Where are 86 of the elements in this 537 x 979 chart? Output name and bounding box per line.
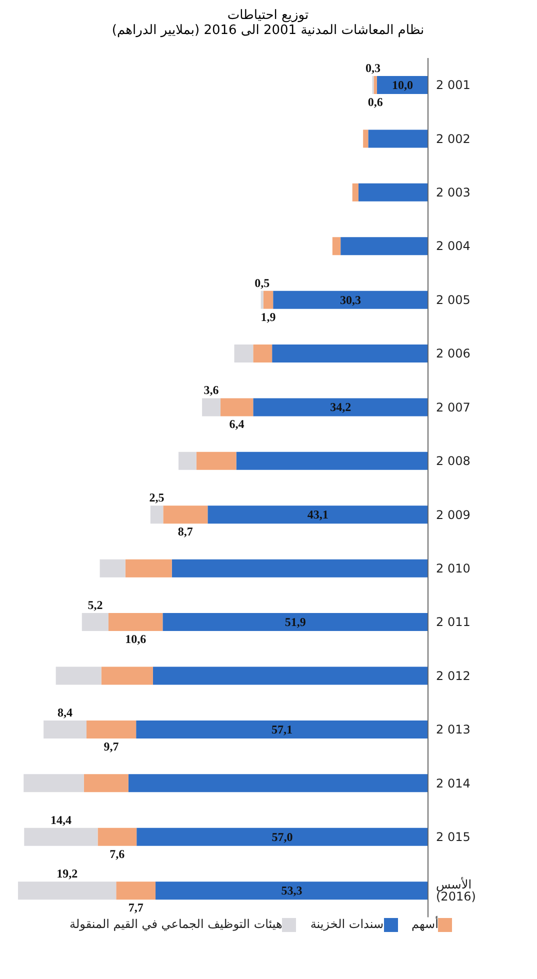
- bar: [260, 290, 264, 309]
- legend-label: هيئات التوظيف الجماعي في القيم المنقولة: [70, 917, 282, 932]
- data-label: 9,7: [104, 739, 119, 754]
- chart-title: توزيع احتياطات نظام المعاشات المدنية 2001 الى 2016 (بملايير الدراهم): [110, 8, 426, 38]
- data-label: 51,9: [284, 615, 306, 630]
- bar: [108, 613, 163, 632]
- bar: [202, 398, 220, 416]
- y-tick-label: 2 013: [436, 722, 470, 737]
- y-tick-label: 2 006: [436, 346, 470, 361]
- bar: [208, 506, 428, 524]
- bar: [340, 237, 428, 256]
- y-tick-label: 2 002: [436, 132, 470, 146]
- data-label: 19,2: [56, 866, 78, 881]
- data-label: 10,6: [125, 632, 146, 646]
- bar: [98, 828, 137, 846]
- bar: [196, 452, 236, 470]
- bar: [136, 828, 428, 846]
- bar: [150, 506, 164, 524]
- y-tick-label: 2 015: [436, 830, 470, 844]
- data-label: 53,3: [281, 884, 302, 898]
- data-label: 43,1: [307, 508, 328, 522]
- bar: [332, 237, 341, 256]
- data-label: 57,1: [272, 722, 293, 736]
- legend-label: أسهم: [412, 917, 438, 932]
- bar: [24, 774, 84, 792]
- bar: [253, 344, 272, 363]
- bar: [352, 183, 358, 202]
- bar: [116, 882, 156, 900]
- bar: [363, 130, 368, 148]
- bar: [236, 452, 428, 470]
- data-label: 30,3: [340, 292, 362, 307]
- bar: [24, 828, 98, 846]
- bar: [273, 290, 428, 309]
- bar: [172, 559, 428, 578]
- bar: [152, 666, 428, 685]
- y-tick-label: 2 001: [436, 78, 470, 92]
- data-label: 7,7: [128, 900, 144, 915]
- data-label: 2,5: [149, 490, 164, 505]
- bar: [368, 130, 428, 148]
- data-label: 57,0: [272, 830, 293, 844]
- bar: [234, 344, 254, 363]
- bar: [374, 76, 377, 94]
- data-label: 5,2: [88, 598, 103, 612]
- bar: [125, 559, 172, 578]
- bar: [56, 666, 102, 685]
- data-label: 3,6: [204, 383, 219, 398]
- y-tick-label: 2 009: [436, 508, 470, 522]
- y-tick-label: 2 005: [436, 292, 470, 307]
- data-label: 0,5: [254, 276, 270, 290]
- data-label: 10,0: [392, 78, 413, 92]
- y-tick-label: 2 014: [436, 776, 470, 790]
- data-label: 0,3: [366, 61, 381, 75]
- data-label: 6,4: [229, 417, 244, 432]
- bar: [272, 344, 428, 363]
- y-tick-label: 2 010: [436, 561, 470, 576]
- bar: [86, 720, 136, 738]
- legend-label: سندات الخزينة: [310, 917, 384, 932]
- y-tick-label: 2 004: [436, 239, 470, 254]
- y-tick-label: 2 008: [436, 454, 470, 468]
- y-tick-label: 2 011: [436, 615, 470, 630]
- bar: [220, 398, 254, 416]
- bar: [156, 882, 428, 900]
- data-label: 0,6: [368, 95, 383, 109]
- bar: [358, 183, 428, 202]
- data-label: 8,7: [178, 524, 193, 539]
- y-tick-label: 2 003: [436, 186, 470, 200]
- bar: [82, 613, 108, 632]
- bar: [253, 398, 428, 416]
- bar: [18, 882, 116, 900]
- bar: [100, 559, 126, 578]
- bar: [136, 720, 428, 738]
- bar: [162, 613, 428, 632]
- y-tick-label: 2 007: [436, 400, 470, 414]
- data-label: 7,6: [110, 846, 125, 861]
- bar: [163, 506, 208, 524]
- data-label: 34,2: [330, 400, 352, 414]
- bar: [84, 774, 128, 792]
- bar: [178, 452, 196, 470]
- bar: [128, 774, 428, 792]
- y-tick-label: 2 012: [436, 668, 470, 683]
- data-label: 1,9: [260, 310, 276, 324]
- bar: [263, 290, 274, 309]
- bar: [44, 720, 87, 738]
- data-label: 8,4: [58, 705, 73, 720]
- bar: [101, 666, 153, 685]
- data-label: 14,4: [50, 812, 72, 827]
